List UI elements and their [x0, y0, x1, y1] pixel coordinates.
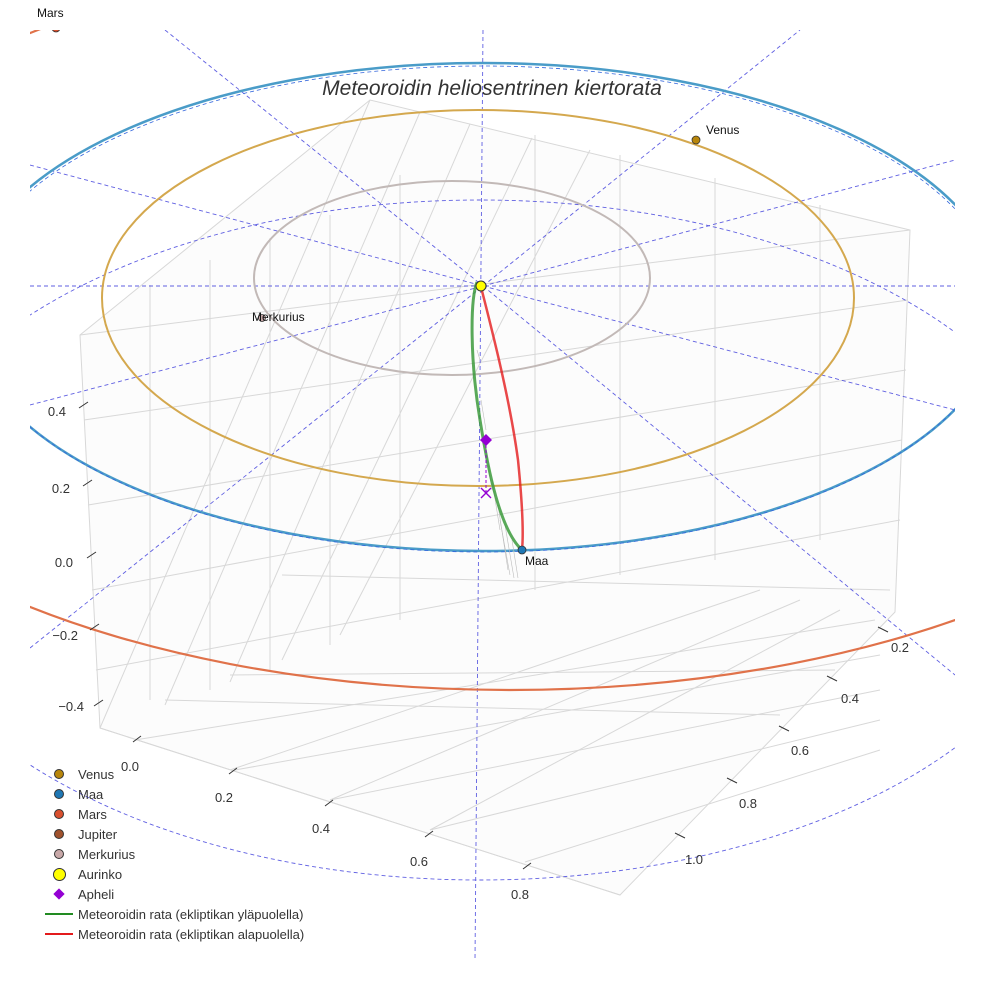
orbit-maa — [30, 61, 955, 553]
grid-floor — [134, 589, 881, 863]
label-maa: Maa — [525, 554, 549, 568]
y-tick-labels: 0.2 0.4 0.6 0.8 1.0 — [685, 640, 909, 867]
x-tick-1: 0.2 — [215, 790, 233, 805]
legend-line-swatch — [40, 933, 78, 935]
legend-dot-swatch — [40, 867, 78, 881]
y-tick-2: 0.6 — [791, 743, 809, 758]
legend-dot-swatch — [40, 769, 78, 779]
x-tick-3: 0.6 — [410, 854, 428, 869]
x-tick-labels: 0.0 0.2 0.4 0.6 0.8 — [121, 759, 529, 902]
legend: Venus Maa Mars Jupiter Merkurius Aurinko Aphel… — [40, 764, 304, 944]
x-axis — [132, 735, 532, 870]
legend-item: Apheli — [40, 884, 304, 904]
label-venus: Venus — [706, 123, 739, 137]
label-merkurius: Merkurius — [252, 310, 305, 324]
orbit-merkurius — [253, 180, 651, 376]
x-tick-0: 0.0 — [121, 759, 139, 774]
marker-maa — [517, 545, 527, 555]
x-tick-2: 0.4 — [312, 821, 330, 836]
legend-item: Maa — [40, 784, 304, 804]
legend-label: Mars — [78, 806, 107, 822]
legend-dot-swatch — [40, 789, 78, 799]
orbit-venus — [101, 109, 855, 487]
marker-mars — [52, 30, 60, 33]
marker-venus — [691, 135, 701, 145]
orbit-mars — [30, 30, 955, 691]
grid-left-pane — [79, 99, 911, 729]
z-tick-1: 0.2 — [52, 481, 70, 496]
legend-item: Meteoroidin rata (ekliptikan alapuolella… — [40, 924, 304, 944]
legend-label: Apheli — [78, 886, 115, 902]
y-tick-0: 0.2 — [891, 640, 909, 655]
legend-item: Jupiter — [40, 824, 304, 844]
meteoroid-orbit-below — [479, 286, 525, 551]
legend-item: Meteoroidin rata (ekliptikan yläpuolella… — [40, 904, 304, 924]
apheli-projection-marker — [480, 487, 492, 499]
legend-item: Mars — [40, 804, 304, 824]
z-tick-4: −0.4 — [58, 699, 84, 714]
legend-line-swatch — [40, 913, 78, 915]
legend-label: Venus — [78, 766, 115, 782]
legend-label: Meteoroidin rata (ekliptikan alapuolella… — [78, 926, 305, 942]
legend-item: Merkurius — [40, 844, 304, 864]
z-tick-0: 0.4 — [48, 404, 66, 419]
grid-right-pane — [99, 135, 891, 896]
z-axis — [78, 401, 104, 707]
y-tick-3: 0.8 — [739, 796, 757, 811]
y-axis — [674, 626, 889, 839]
guide-lines — [30, 30, 955, 960]
legend-diamond-swatch — [40, 888, 78, 900]
z-tick-labels: 0.4 0.2 0.0 −0.2 −0.4 — [48, 404, 84, 714]
apheli-marker — [480, 434, 492, 446]
legend-dot-swatch — [40, 809, 78, 819]
marker-merkurius — [258, 314, 266, 322]
y-tick-4: 1.0 — [685, 852, 703, 867]
legend-item: Aurinko — [40, 864, 304, 884]
legend-label: Aurinko — [78, 866, 123, 882]
legend-item: Venus — [40, 764, 304, 784]
legend-dot-swatch — [40, 829, 78, 839]
legend-label: Meteoroidin rata (ekliptikan yläpuolella… — [78, 906, 304, 922]
marker-aurinko — [475, 280, 487, 292]
legend-dot-swatch — [40, 849, 78, 859]
meteoroid-orbit-above — [470, 281, 524, 552]
y-tick-1: 0.4 — [841, 691, 859, 706]
z-tick-2: 0.0 — [55, 555, 73, 570]
label-mars: Mars — [37, 6, 64, 20]
legend-label: Merkurius — [78, 846, 136, 862]
orbit-maa-projection — [30, 65, 955, 553]
chart-title: Meteoroidin heliosentrinen kiertorata — [322, 77, 662, 100]
legend-label: Jupiter — [78, 826, 118, 842]
x-tick-4: 0.8 — [511, 887, 529, 902]
legend-label: Maa — [78, 786, 104, 802]
z-tick-3: −0.2 — [52, 628, 78, 643]
